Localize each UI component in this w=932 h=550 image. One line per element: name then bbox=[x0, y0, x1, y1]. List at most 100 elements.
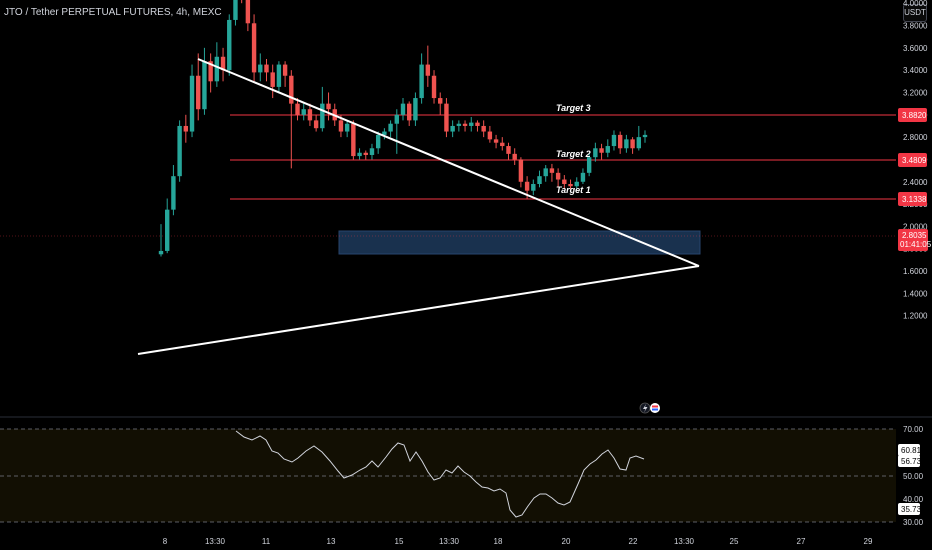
candle-body[interactable] bbox=[636, 137, 641, 149]
candle-body[interactable] bbox=[282, 64, 288, 76]
candle-body[interactable] bbox=[543, 168, 548, 177]
candle-body[interactable] bbox=[574, 181, 579, 187]
candle-body[interactable] bbox=[531, 183, 536, 191]
candle-body[interactable] bbox=[624, 139, 629, 149]
svg-text:3.8820: 3.8820 bbox=[902, 111, 927, 120]
currency-button[interactable]: USDT bbox=[903, 4, 927, 22]
candle-body[interactable] bbox=[450, 125, 455, 132]
candle-body[interactable] bbox=[158, 250, 164, 255]
candle-body[interactable] bbox=[407, 103, 412, 121]
candle-body[interactable] bbox=[220, 56, 226, 71]
candle-body[interactable] bbox=[537, 176, 542, 184]
time-tick: 25 bbox=[730, 537, 739, 546]
candle-body[interactable] bbox=[425, 64, 431, 76]
candle-body[interactable] bbox=[357, 152, 362, 157]
candle-body[interactable] bbox=[233, 0, 238, 20]
candle-body[interactable] bbox=[400, 103, 406, 115]
price-tick: 1.6000 bbox=[903, 267, 928, 276]
candle-body[interactable] bbox=[493, 139, 499, 143]
time-tick: 20 bbox=[562, 537, 571, 546]
candle-body[interactable] bbox=[475, 122, 480, 126]
candle-body[interactable] bbox=[555, 172, 561, 180]
candle-body[interactable] bbox=[593, 148, 598, 158]
candle-body[interactable] bbox=[431, 75, 437, 99]
candle-body[interactable] bbox=[568, 183, 573, 187]
rsi-value-tag: 60.81 bbox=[898, 444, 922, 456]
candle-body[interactable] bbox=[214, 56, 220, 82]
candle-body[interactable] bbox=[177, 125, 182, 177]
rsi-line[interactable] bbox=[235, 430, 645, 518]
candle-body[interactable] bbox=[202, 61, 207, 110]
candle-body[interactable] bbox=[456, 123, 462, 126]
svg-text:3.1338: 3.1338 bbox=[902, 195, 927, 204]
candle-body[interactable] bbox=[506, 146, 511, 154]
candle-body[interactable] bbox=[227, 19, 232, 71]
symbol-title[interactable]: JTO / Tether PERPETUAL FUTURES, 4h, MEXC bbox=[4, 7, 222, 18]
candle-body[interactable] bbox=[189, 75, 195, 132]
candle-body[interactable] bbox=[487, 131, 493, 140]
candle-body[interactable] bbox=[444, 103, 449, 132]
svg-text:2.8035: 2.8035 bbox=[902, 231, 927, 240]
candle-body[interactable] bbox=[171, 176, 176, 210]
candle-body[interactable] bbox=[245, 0, 251, 24]
candle-body[interactable] bbox=[326, 103, 331, 110]
candle-body[interactable] bbox=[264, 64, 269, 73]
candle-body[interactable] bbox=[419, 64, 424, 99]
candle-body[interactable] bbox=[307, 109, 313, 121]
candle-body[interactable] bbox=[512, 153, 517, 160]
lightning-icon[interactable] bbox=[639, 402, 651, 414]
candle-body[interactable] bbox=[518, 159, 524, 182]
candle-body[interactable] bbox=[394, 114, 399, 124]
candle-body[interactable] bbox=[500, 142, 505, 147]
rsi-tick: 70.00 bbox=[903, 425, 924, 434]
candle-body[interactable] bbox=[369, 148, 375, 155]
candle-body[interactable] bbox=[549, 168, 555, 173]
candle-body[interactable] bbox=[388, 123, 393, 132]
candle-body[interactable] bbox=[301, 109, 306, 115]
candle-body[interactable] bbox=[196, 75, 201, 110]
candle-body[interactable] bbox=[183, 125, 189, 132]
candle-body[interactable] bbox=[270, 72, 275, 87]
candle-body[interactable] bbox=[438, 98, 443, 104]
candle-body[interactable] bbox=[605, 146, 610, 153]
candle-body[interactable] bbox=[630, 139, 635, 149]
candle-body[interactable] bbox=[469, 122, 474, 126]
lower-trendline[interactable] bbox=[137, 265, 700, 355]
candle-body[interactable] bbox=[320, 103, 325, 129]
candle-body[interactable] bbox=[165, 209, 170, 251]
candle-body[interactable] bbox=[295, 103, 300, 115]
candle-body[interactable] bbox=[313, 120, 319, 129]
candle-body[interactable] bbox=[586, 157, 592, 173]
candle-body[interactable] bbox=[338, 120, 344, 132]
candle-body[interactable] bbox=[524, 181, 530, 191]
candle-body[interactable] bbox=[611, 134, 617, 147]
time-tick: 11 bbox=[262, 537, 271, 546]
candle-body[interactable] bbox=[208, 61, 213, 82]
flag-icon[interactable] bbox=[650, 403, 660, 413]
candle-body[interactable] bbox=[599, 148, 604, 153]
svg-text:56.73: 56.73 bbox=[901, 457, 922, 466]
support-zone[interactable] bbox=[338, 230, 701, 255]
upper-trendline[interactable] bbox=[197, 58, 700, 267]
svg-text:60.81: 60.81 bbox=[901, 446, 922, 455]
candle-body[interactable] bbox=[462, 123, 468, 126]
candle-body[interactable] bbox=[617, 134, 623, 149]
candle-body[interactable] bbox=[251, 23, 257, 73]
candle-body[interactable] bbox=[481, 125, 486, 132]
candle-body[interactable] bbox=[363, 152, 368, 155]
target2-price-tag: 3.4809 bbox=[898, 153, 927, 167]
candle-body[interactable] bbox=[580, 172, 586, 182]
candle-body[interactable] bbox=[276, 64, 282, 87]
price-tick: 3.6000 bbox=[903, 44, 928, 53]
candle-body[interactable] bbox=[289, 75, 294, 104]
candle-body[interactable] bbox=[375, 134, 381, 149]
candle-body[interactable] bbox=[562, 179, 567, 184]
candle-body[interactable] bbox=[413, 98, 418, 121]
candle-body[interactable] bbox=[642, 134, 648, 138]
candle-body[interactable] bbox=[258, 64, 263, 73]
candle-body[interactable] bbox=[351, 123, 356, 157]
candle-body[interactable] bbox=[344, 123, 350, 132]
candle-body[interactable] bbox=[382, 131, 387, 135]
rsi-tick: 40.00 bbox=[903, 495, 924, 504]
